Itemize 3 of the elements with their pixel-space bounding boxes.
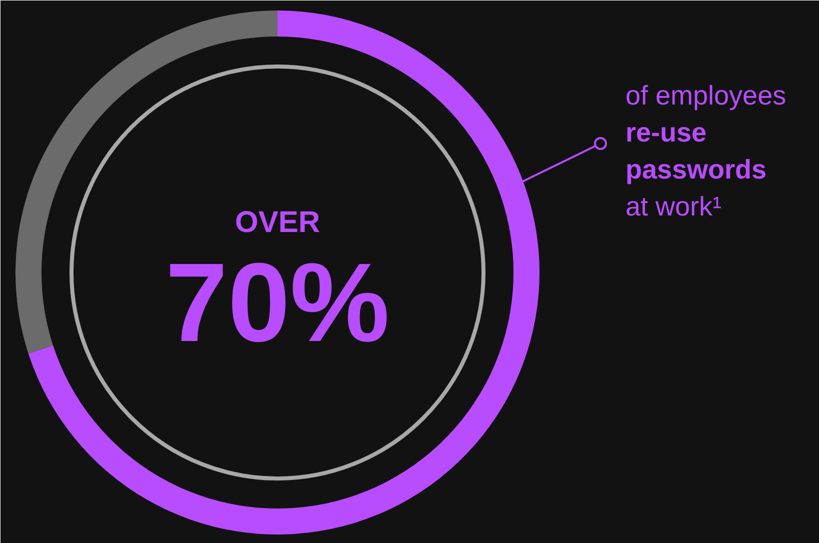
text: OVER: [234, 206, 320, 239]
text: of employees re-use passwords at work¹: [626, 80, 786, 222]
data-label: 70%: [165, 240, 390, 365]
